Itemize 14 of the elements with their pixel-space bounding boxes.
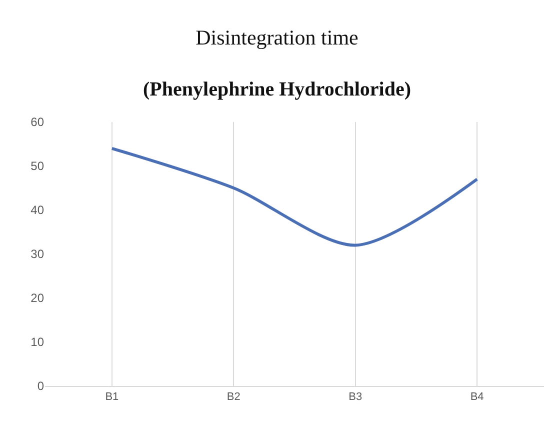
y-tick-label: 30 <box>30 247 44 262</box>
chart-title: Disintegration time <box>196 26 358 50</box>
chart-subtitle: (Phenylephrine Hydrochloride) <box>143 78 411 101</box>
y-tick-label: 50 <box>30 159 44 174</box>
x-tick-label: B1 <box>105 391 119 404</box>
x-tick-label: B4 <box>470 391 484 404</box>
x-tick-label: B3 <box>348 391 362 404</box>
y-tick-label: 20 <box>30 291 44 306</box>
line-series <box>110 146 479 247</box>
y-tick-label: 0 <box>37 379 44 394</box>
y-tick-label: 40 <box>30 203 44 218</box>
y-tick-label: 10 <box>30 335 44 350</box>
y-tick-label: 60 <box>30 115 44 130</box>
x-tick-label: B2 <box>226 391 240 404</box>
